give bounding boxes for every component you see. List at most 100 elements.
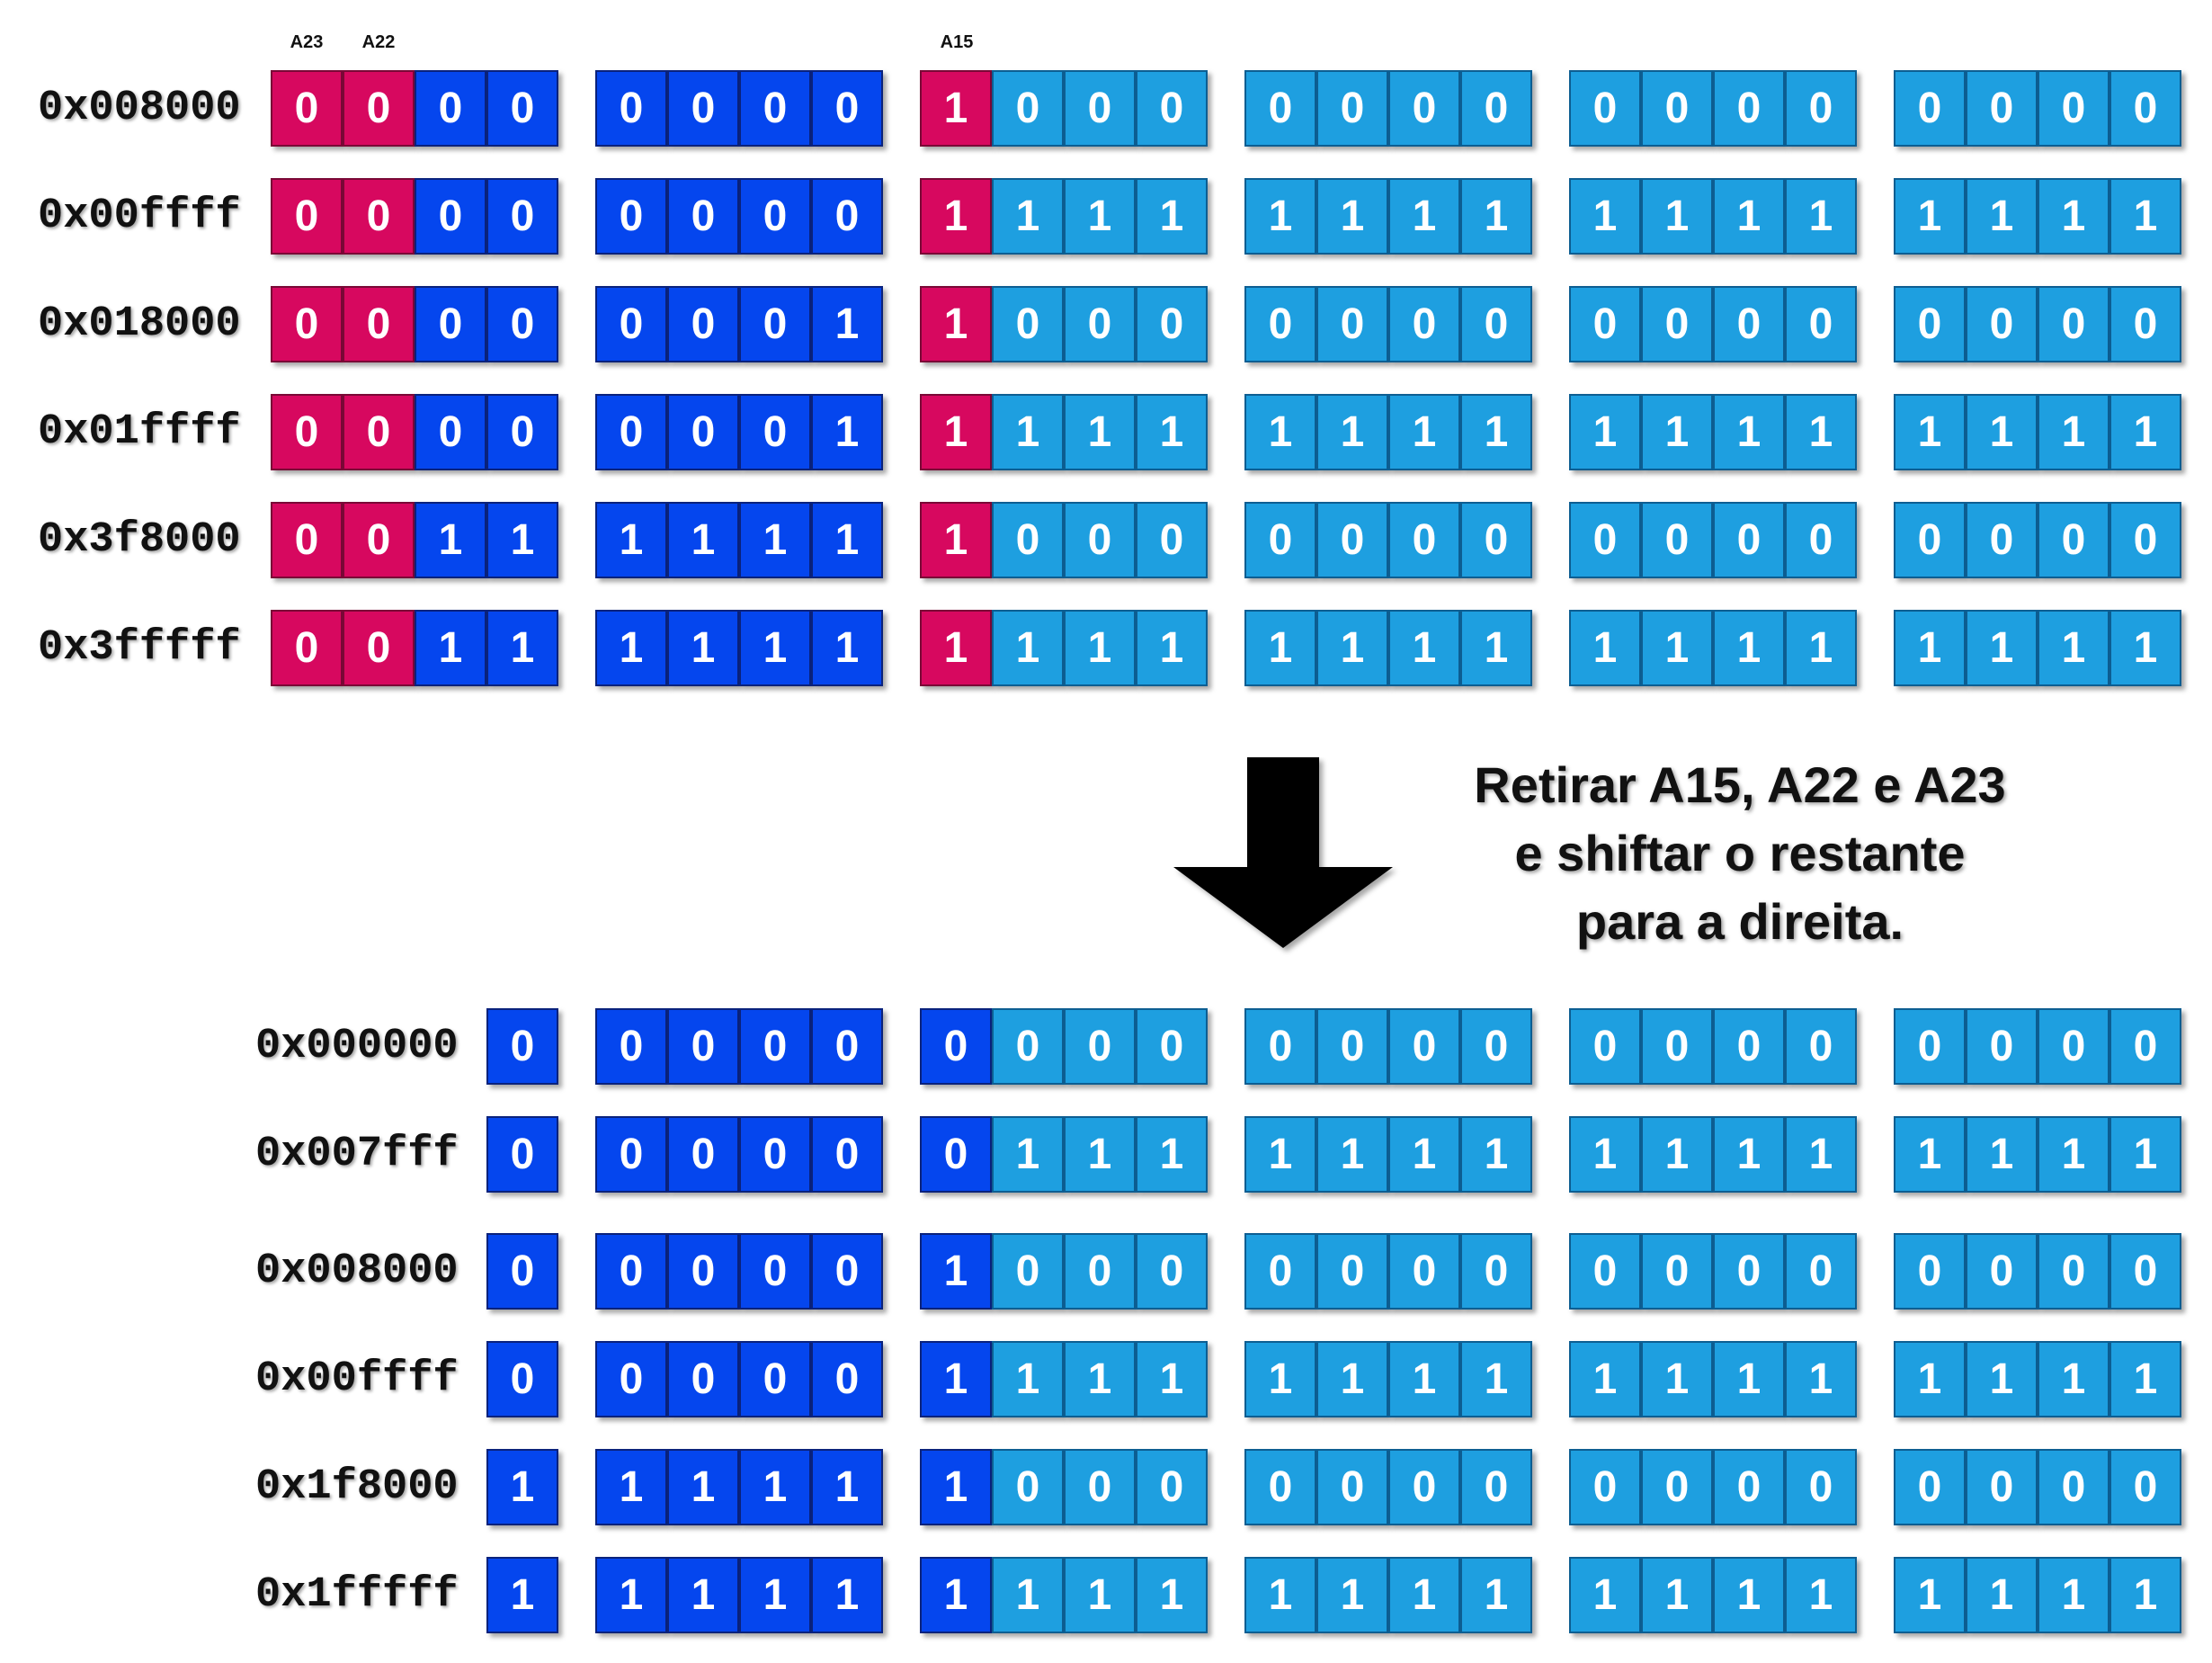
original-bit-cell: 0 [1064,502,1136,578]
original-bit-cell: 0 [343,178,415,255]
original-bit-cell: 1 [415,502,486,578]
shifted-bit-cell: 0 [920,1116,992,1193]
original-bit-cell: 0 [1966,70,2038,147]
shifted-bit-cell: 1 [2038,1116,2109,1193]
original-bit-cell: 0 [1785,70,1857,147]
shifted-bit-cell: 1 [811,1557,883,1633]
original-bit-cell: 0 [811,70,883,147]
original-bit-cell: 1 [920,610,992,686]
shifted-bit-cell: 0 [2109,1233,2181,1310]
shifted-bit-cell: 1 [1136,1341,1208,1417]
original-bit-cell: 0 [1894,286,1966,362]
shifted-bit-cell: 0 [1894,1008,1966,1085]
shifted-address-label: 0x007fff [255,1131,459,1178]
original-bit-cell: 0 [1713,502,1785,578]
original-bit-cell: 0 [2109,70,2181,147]
shifted-bit-cell: 0 [1641,1449,1713,1525]
original-bit-cell: 0 [415,178,486,255]
shifted-bit-cell: 1 [1388,1341,1460,1417]
shifted-bit-cell: 0 [2038,1233,2109,1310]
original-bit-cell: 1 [1785,178,1857,255]
shifted-bit-cell: 0 [992,1449,1064,1525]
original-bit-cell: 1 [415,610,486,686]
shifted-bit-cell: 0 [1569,1008,1641,1085]
original-bit-cell: 0 [667,394,739,470]
original-bit-cell: 0 [415,286,486,362]
original-bit-cell: 0 [486,394,558,470]
shifted-bit-cell: 0 [811,1341,883,1417]
original-bit-cell: 0 [271,610,343,686]
shifted-bit-cell: 1 [992,1341,1064,1417]
original-bit-cell: 0 [1641,286,1713,362]
original-address-label: 0x008000 [38,85,241,132]
original-bit-cell: 1 [667,610,739,686]
shifted-bit-cell: 1 [486,1557,558,1633]
shifted-bit-cell: 1 [992,1557,1064,1633]
original-bit-cell: 0 [1388,286,1460,362]
original-bit-cell: 0 [1136,286,1208,362]
shifted-bit-cell: 1 [1641,1557,1713,1633]
shifted-bit-cell: 1 [739,1557,811,1633]
original-bit-cell: 1 [1064,394,1136,470]
original-bit-cell: 0 [415,394,486,470]
shifted-bit-cell: 1 [1569,1557,1641,1633]
shifted-bit-cell: 0 [1713,1233,1785,1310]
shifted-bit-cell: 1 [1316,1116,1388,1193]
bit-label-a23: A23 [290,32,324,52]
shifted-bit-cell: 0 [1064,1008,1136,1085]
shifted-bit-cell: 1 [2109,1341,2181,1417]
original-bit-cell: 1 [1136,394,1208,470]
original-bit-cell: 1 [1316,178,1388,255]
original-bit-cell: 0 [1460,70,1532,147]
original-bit-cell: 0 [343,70,415,147]
shifted-bit-cell: 0 [486,1233,558,1310]
original-bit-cell: 1 [486,502,558,578]
original-address-label: 0x3f8000 [38,516,241,564]
shifted-bit-cell: 1 [1064,1557,1136,1633]
original-bit-cell: 0 [1713,70,1785,147]
original-bit-cell: 1 [1244,610,1316,686]
original-bit-cell: 0 [486,70,558,147]
original-bit-cell: 0 [1388,70,1460,147]
shifted-bit-cell: 0 [595,1116,667,1193]
caption-line-1: Retirar A15, A22 e A23 [1474,756,2006,813]
shifted-bit-cell: 0 [595,1008,667,1085]
caption-line-2: e shiftar o restante [1514,825,1966,881]
original-bit-cell: 0 [1569,70,1641,147]
shifted-bit-cell: 1 [2109,1557,2181,1633]
shifted-bit-cell: 0 [739,1008,811,1085]
original-bit-cell: 1 [595,610,667,686]
shifted-address-label: 0x00ffff [255,1355,459,1403]
shifted-bit-cell: 1 [1894,1116,1966,1193]
shifted-bit-cell: 1 [1785,1557,1857,1633]
shifted-bit-cell: 0 [1966,1449,2038,1525]
shifted-bit-cell: 1 [1894,1341,1966,1417]
original-bit-cell: 0 [1785,502,1857,578]
shifted-bit-cell: 0 [1569,1449,1641,1525]
original-bit-cell: 0 [667,286,739,362]
shifted-bit-cell: 1 [1136,1116,1208,1193]
shifted-bit-cell: 1 [1064,1116,1136,1193]
shifted-bit-cell: 1 [667,1557,739,1633]
original-bit-cell: 1 [1569,178,1641,255]
original-bit-cell: 1 [992,610,1064,686]
shifted-bit-cell: 1 [1388,1116,1460,1193]
shifted-bit-cell: 0 [486,1116,558,1193]
original-bit-cell: 0 [1064,286,1136,362]
original-bit-cell: 1 [920,70,992,147]
original-address-label: 0x00ffff [38,192,241,240]
original-bit-cell: 1 [1569,610,1641,686]
shifted-bit-cell: 0 [595,1341,667,1417]
shifted-bit-cell: 0 [1641,1008,1713,1085]
original-bit-cell: 0 [595,394,667,470]
original-bit-cell: 0 [1316,70,1388,147]
original-bit-cell: 0 [343,286,415,362]
original-bit-cell: 1 [2038,610,2109,686]
shifted-bit-cell: 1 [1388,1557,1460,1633]
original-bit-cell: 1 [1641,394,1713,470]
shifted-bit-cell: 0 [811,1233,883,1310]
original-bit-cell: 1 [1785,394,1857,470]
original-bit-cell: 0 [739,394,811,470]
shifted-address-label: 0x1fffff [255,1571,459,1619]
original-bit-cell: 1 [1316,610,1388,686]
